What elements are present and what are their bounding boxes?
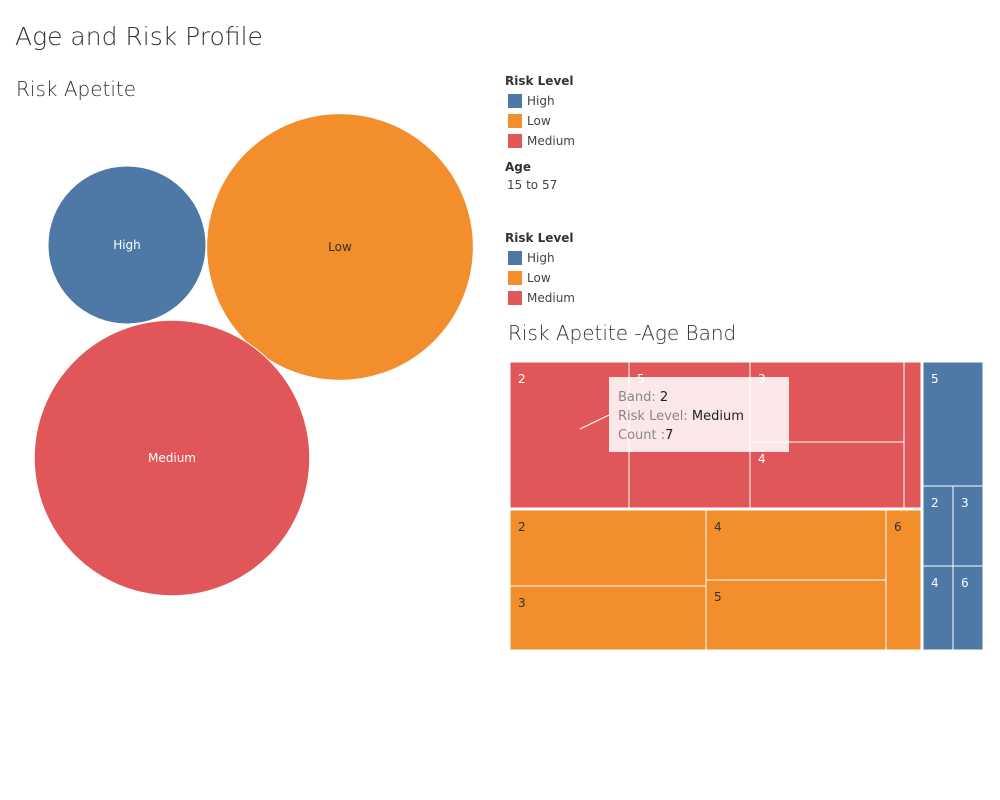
bubble-medium[interactable] [33,319,311,597]
treemap-cell-high[interactable] [922,485,954,567]
legend-swatch [508,114,522,128]
treemap-cell-label: 6 [961,576,969,590]
treemap-cell-label: 2 [518,520,526,534]
treemap-cell-low[interactable] [705,579,887,651]
bubble-low[interactable] [206,113,474,381]
tooltip-band-label: Band: [618,390,656,405]
legend-item-high[interactable]: High [505,248,575,268]
treemap-cell-high[interactable] [922,361,984,487]
bubble-high[interactable] [47,165,207,325]
treemap-cell-high[interactable] [952,485,984,567]
legend-swatch [508,291,522,305]
legend-label: High [527,251,555,265]
treemap-cell-label: 5 [714,590,722,604]
legend-label: Medium [527,291,575,305]
treemap-cell-low[interactable] [509,585,707,651]
treemap-cell-label: 4 [931,576,939,590]
bubble-label-low: Low [328,240,352,254]
legend-label: Low [527,114,551,128]
tooltip-band-value: 2 [659,390,669,405]
treemap-cell-low[interactable] [705,509,887,581]
treemap-cell-high[interactable] [952,565,984,651]
risk-level-legend-2: Risk Level High Low Medium [505,231,575,308]
legend-label: Low [527,271,551,285]
treemap-cell-medium[interactable] [749,441,905,509]
tooltip-risk-label: Risk Level: [618,409,688,424]
legend-swatch [508,251,522,265]
legend-swatch [508,94,522,108]
legend-label: Medium [527,134,575,148]
legend-item-low[interactable]: Low [505,268,575,288]
legend-swatch [508,271,522,285]
treemap-cell-label: 2 [518,372,526,386]
risk-level-legend: Risk Level High Low Medium [505,74,575,151]
legend-item-high[interactable]: High [505,91,575,111]
treemap-cell-label: 6 [894,520,902,534]
legend-item-low[interactable]: Low [505,111,575,131]
age-filter[interactable]: Age 15 to 57 [505,160,557,192]
treemap-cell-label: 5 [931,372,939,386]
treemap-cell-label: 3 [518,596,526,610]
bubble-label-high: High [113,238,141,252]
tooltip-count-label: Count : [618,428,666,443]
bubble-chart: High Low Medium [33,113,474,597]
dashboard-title: Age and Risk Profile [15,22,263,51]
legend-item-medium[interactable]: Medium [505,131,575,151]
tooltip-pointer [579,414,610,430]
tooltip-risk-value: Medium [691,409,744,424]
legend-label: High [527,94,555,108]
treemap-cell-low[interactable] [885,509,922,651]
age-filter-value: 15 to 57 [507,178,558,192]
treemap-cell-medium[interactable] [903,361,922,509]
age-filter-title: Age [505,160,532,174]
tooltip-count-value: 7 [665,428,674,443]
treemap-cell-label: 4 [758,452,766,466]
treemap-cell-label: 3 [961,496,969,510]
tooltip: Band: 2 Risk Level: Medium Count :7 [609,377,789,452]
treemap-cell-label: 2 [931,496,939,510]
treemap-cell-high[interactable] [922,565,954,651]
legend-item-medium[interactable]: Medium [505,288,575,308]
bubble-chart-title: Risk Apetite [16,77,137,101]
treemap-title: Risk Apetite -Age Band [508,321,737,345]
treemap-cell-low[interactable] [509,509,707,587]
legend-title: Risk Level [505,231,574,245]
treemap-cell-label: 4 [714,520,722,534]
bubble-label-medium: Medium [148,451,196,465]
legend-swatch [508,134,522,148]
legend-title: Risk Level [505,74,574,88]
